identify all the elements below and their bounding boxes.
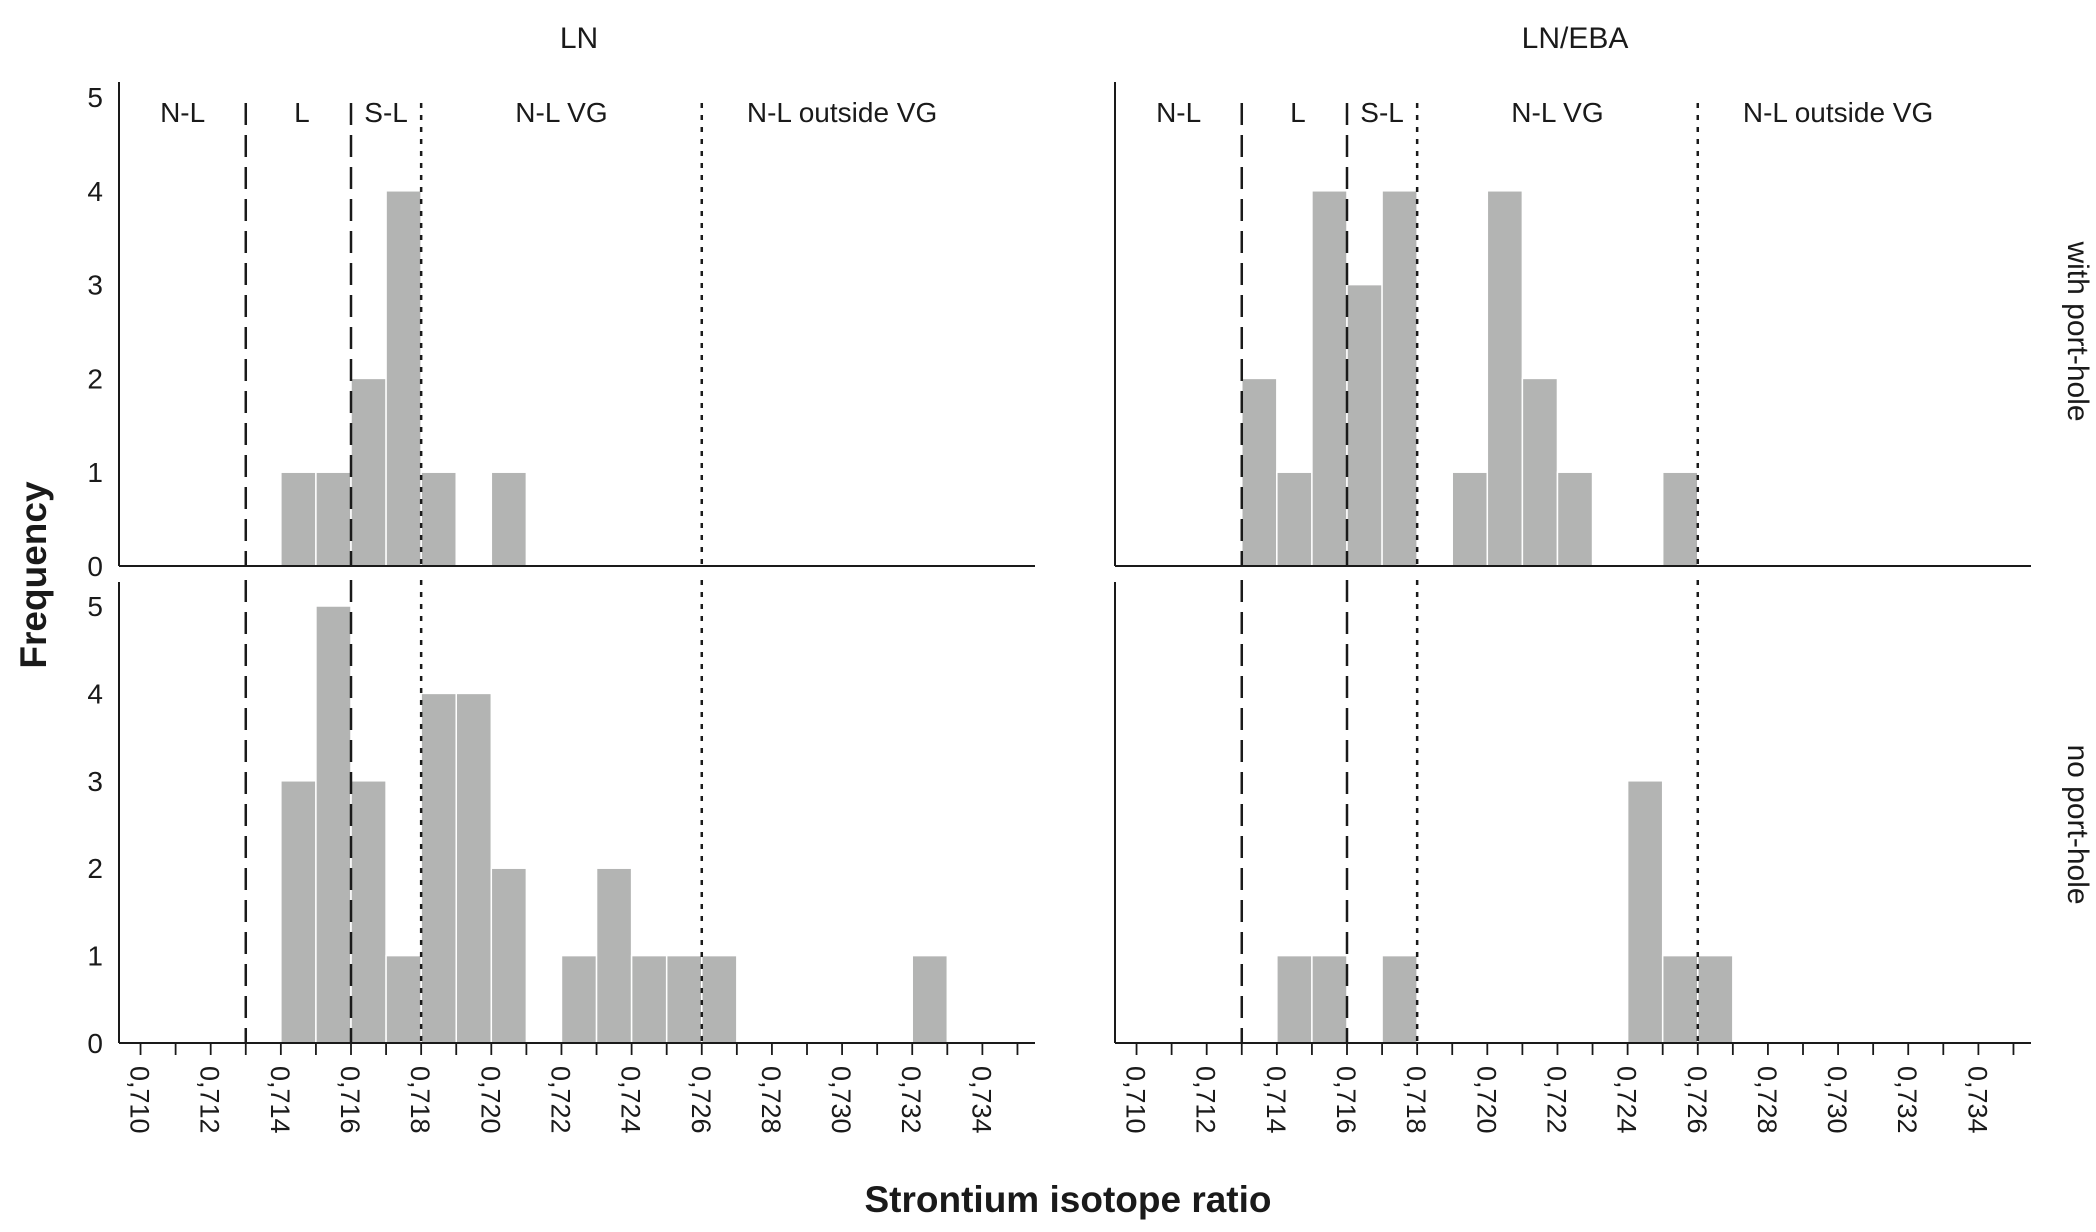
x-tick-label: 0,714 xyxy=(1261,1066,1291,1134)
histogram-bar xyxy=(455,692,493,1044)
histogram-bar xyxy=(1276,954,1313,1044)
histogram-bar xyxy=(1556,471,1594,567)
histogram-bar xyxy=(420,471,457,567)
region-label-n-l: N-L xyxy=(160,97,205,128)
region-label-s-l: S-L xyxy=(1360,97,1404,128)
chart-panels: LN LN/EBA with port-hole no port-hole 0 1 2 3 4 5… xyxy=(87,22,2094,1134)
x-tick-label: 0,732 xyxy=(1892,1066,1922,1134)
panel-ln-no-port-hole: 0 1 2 3 4 5 0,710 0,712 0,714 0,716 0,718 0,720 0,72… xyxy=(87,580,1035,1134)
x-tick-label: 0,734 xyxy=(1962,1066,1992,1134)
histogram-bar xyxy=(490,471,528,567)
region-label-l: L xyxy=(294,97,310,128)
histogram-bar xyxy=(1661,954,1699,1044)
y-tick-label: 1 xyxy=(87,941,103,972)
histogram-bar xyxy=(911,954,949,1044)
histogram-bar xyxy=(1381,954,1418,1044)
y-tick-label: 4 xyxy=(87,176,103,207)
x-tick-label: 0,728 xyxy=(756,1066,786,1134)
x-tick-label: 0,720 xyxy=(1471,1066,1501,1134)
y-tick-label: 0 xyxy=(87,551,103,582)
histogram-bar xyxy=(385,190,422,567)
histogram-bar xyxy=(1697,954,1734,1044)
y-tick-label: 5 xyxy=(87,591,103,622)
x-tick-label: 0,712 xyxy=(195,1066,225,1134)
histogram-bar xyxy=(665,954,703,1044)
x-tick-label: 0,730 xyxy=(1822,1066,1852,1134)
histogram-bar xyxy=(1521,377,1559,567)
region-label-n-l: N-L xyxy=(1156,97,1201,128)
y-axis-title: Frequency xyxy=(13,481,54,669)
region-label-l: L xyxy=(1290,97,1306,128)
histogram-bar xyxy=(1486,190,1524,567)
region-label-n-l-vg: N-L VG xyxy=(515,97,607,128)
histogram-bar xyxy=(280,471,317,567)
y-tick-label: 2 xyxy=(87,363,103,394)
histogram-bar xyxy=(1451,471,1489,567)
histogram-bar xyxy=(1661,471,1699,567)
x-tick-label: 0,724 xyxy=(616,1066,646,1134)
histogram-bar xyxy=(1241,377,1278,567)
x-tick-label: 0,734 xyxy=(966,1066,996,1134)
histogram-bar xyxy=(420,692,457,1044)
histogram-bar xyxy=(630,954,668,1044)
histogram-bar xyxy=(560,954,598,1044)
x-axis-title: Strontium isotope ratio xyxy=(865,1179,1272,1220)
panel-ln-eba-with-port-hole: N-L L S-L N-L VG N-L outside VG xyxy=(1114,82,2031,567)
x-tick-label: 0,714 xyxy=(265,1066,295,1134)
histogram-bar xyxy=(1311,190,1348,567)
x-tick-label: 0,718 xyxy=(405,1066,435,1134)
y-tick-label: 2 xyxy=(87,853,103,884)
column-header-ln-eba: LN/EBA xyxy=(1522,22,1629,55)
region-label-n-l-outside-vg: N-L outside VG xyxy=(747,97,937,128)
column-header-ln: LN xyxy=(560,22,598,55)
y-tick-label: 5 xyxy=(87,82,103,113)
x-tick-label: 0,722 xyxy=(545,1066,575,1134)
y-tick-label: 3 xyxy=(87,270,103,301)
region-label-n-l-vg: N-L VG xyxy=(1511,97,1603,128)
x-tick-label: 0,710 xyxy=(125,1066,155,1134)
x-tick-label: 0,720 xyxy=(475,1066,505,1134)
histogram-bar xyxy=(1346,283,1383,567)
histogram-bar xyxy=(315,605,352,1044)
x-tick-label: 0,716 xyxy=(1331,1066,1361,1134)
region-label-n-l-outside-vg: N-L outside VG xyxy=(1743,97,1933,128)
x-tick-label: 0,722 xyxy=(1541,1066,1571,1134)
region-label-s-l: S-L xyxy=(364,97,408,128)
histogram-bar xyxy=(1626,780,1664,1044)
histogram-bar xyxy=(385,954,422,1044)
histogram-bar xyxy=(350,780,387,1044)
x-tick-label: 0,732 xyxy=(896,1066,926,1134)
y-tick-label: 3 xyxy=(87,766,103,797)
histogram-bar xyxy=(1276,471,1313,567)
y-tick-label: 0 xyxy=(87,1028,103,1059)
x-tick-label: 0,730 xyxy=(826,1066,856,1134)
panel-ln-with-port-hole: 0 1 2 3 4 5 N-L L S-L N-L VG N-L outside VG xyxy=(87,82,1035,582)
y-tick-label: 1 xyxy=(87,457,103,488)
x-tick-label: 0,716 xyxy=(335,1066,365,1134)
histogram-bar xyxy=(280,780,317,1044)
histogram-bar xyxy=(595,867,633,1044)
histogram-bar xyxy=(1311,954,1348,1044)
histogram-bar xyxy=(701,954,738,1044)
panel-ln-eba-no-port-hole: 0,710 0,712 0,714 0,716 0,718 0,720 0,722 0,724… xyxy=(1114,580,2031,1134)
x-tick-label: 0,724 xyxy=(1612,1066,1642,1134)
x-tick-label: 0,712 xyxy=(1191,1066,1221,1134)
x-tick-label: 0,728 xyxy=(1752,1066,1782,1134)
row-label-with-port-hole: with port-hole xyxy=(2061,240,2094,421)
row-label-no-port-hole: no port-hole xyxy=(2061,744,2094,904)
histogram-bar xyxy=(490,867,528,1044)
y-tick-label: 4 xyxy=(87,678,103,709)
histogram-bar xyxy=(315,471,352,567)
x-tick-label: 0,726 xyxy=(686,1066,716,1134)
x-tick-label: 0,718 xyxy=(1401,1066,1431,1134)
histogram-bar xyxy=(350,377,387,567)
x-tick-label: 0,710 xyxy=(1121,1066,1151,1134)
x-tick-label: 0,726 xyxy=(1682,1066,1712,1134)
histogram-bar xyxy=(1381,190,1418,567)
